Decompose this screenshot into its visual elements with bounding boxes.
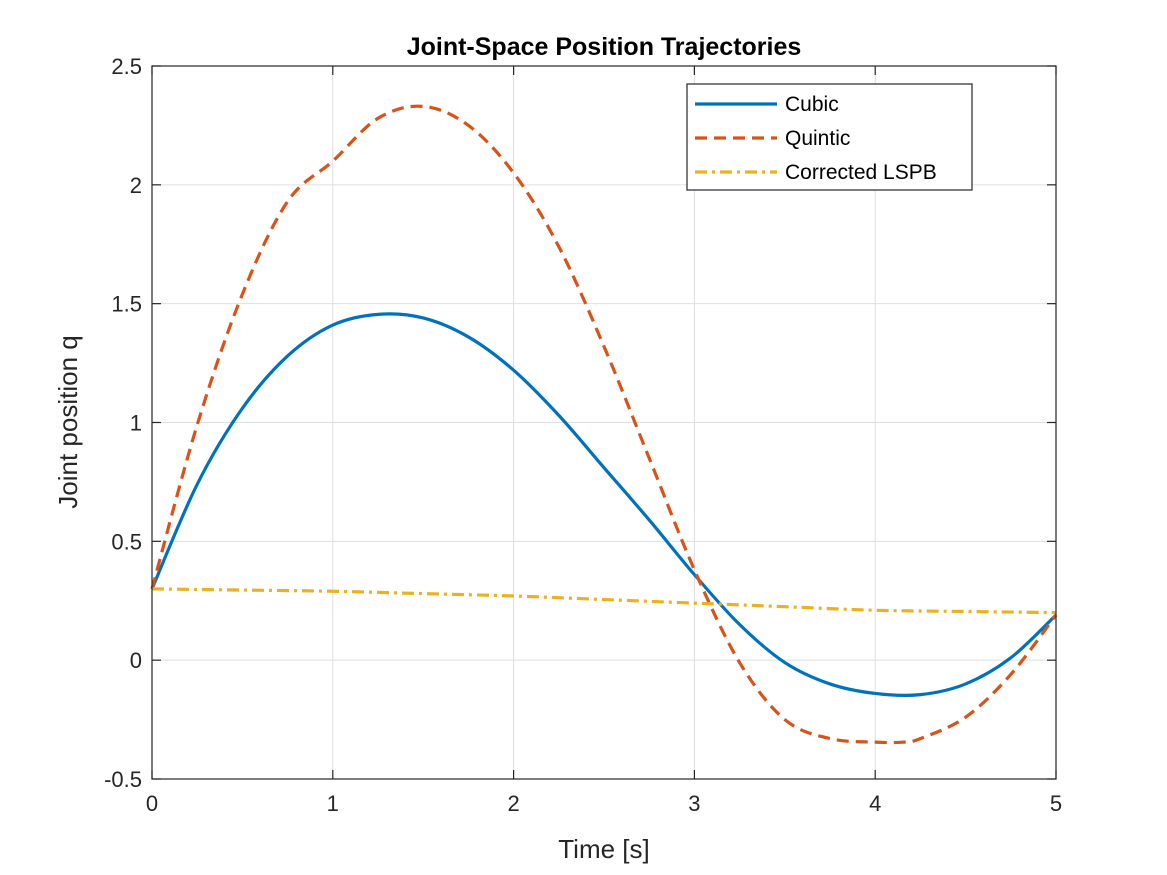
legend-label: Cubic [785,93,839,116]
x-tick-label: 1 [327,791,339,816]
chart-title: Joint-Space Position Trajectories [407,33,802,61]
x-tick-label: 0 [146,791,158,816]
y-tick-label: 1 [130,411,142,436]
x-tick-label: 5 [1050,791,1062,816]
series-line-2 [150,104,1058,745]
legend-label: Quintic [785,127,850,150]
y-tick-label: 0.5 [111,529,142,554]
x-tick-label: 2 [507,791,519,816]
series-layer [150,104,1058,745]
x-axis-label: Time [s] [558,834,649,864]
series-line-1 [150,312,1058,698]
y-tick-label: -0.5 [104,767,142,792]
y-axis-label: Joint position q [53,335,83,508]
legend-label: Corrected LSPB [785,161,937,184]
ticks: 0 1 2 3 4 5-0.500.511.522.5 [104,54,1062,816]
series-line-3 [151,587,1057,615]
legend: Cubic Quintic Corrected LSPB [686,83,973,191]
y-tick-label: 1.5 [111,292,142,317]
y-tick-label: 0 [130,648,142,673]
y-tick-label: 2.5 [111,54,142,79]
x-tick-label: 3 [688,791,700,816]
y-tick-label: 2 [130,173,142,198]
x-tick-label: 4 [869,791,881,816]
